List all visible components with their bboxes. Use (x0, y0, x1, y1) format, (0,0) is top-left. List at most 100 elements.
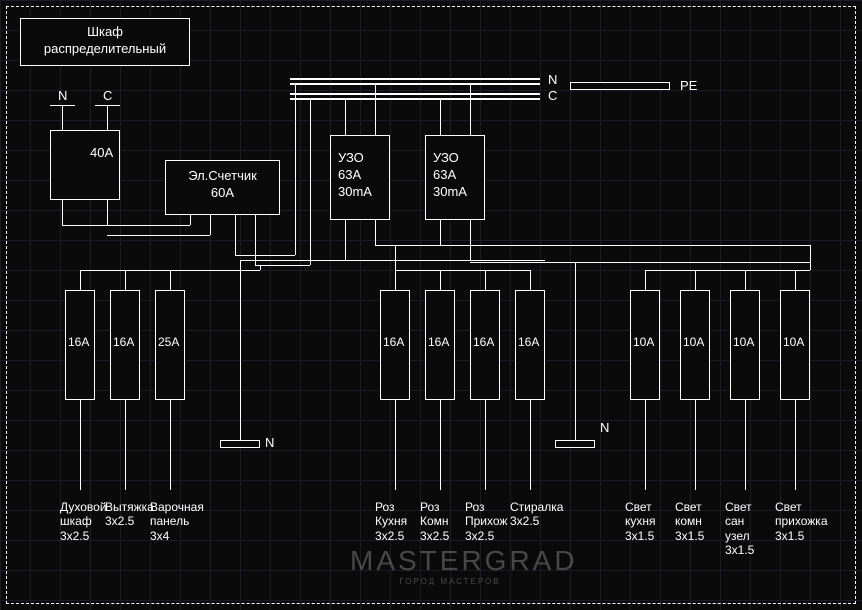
n2-wire (575, 262, 576, 440)
breaker-rating: 16A (473, 335, 494, 351)
rcd2-out-2 (470, 220, 471, 260)
circuit-label: Варочнаяпанель3x4 (150, 500, 204, 543)
pe-label: PE (680, 78, 697, 95)
breaker-feed (795, 270, 796, 290)
wire-meter-bus-2v (295, 85, 296, 255)
breaker-feed (745, 270, 746, 290)
circuit-label: Духовойшкаф3x2.5 (60, 500, 107, 543)
g3-feed-c (440, 245, 810, 246)
rcd1-in-1 (345, 100, 346, 135)
g1-feed-v (260, 265, 261, 270)
breaker-rating: 10A (733, 335, 754, 351)
n-bus-1 (220, 440, 260, 448)
meter-text: Эл.Счетчик 60А (165, 168, 280, 202)
rcd1-out-1 (345, 220, 346, 260)
bus-c-label: C (548, 88, 557, 105)
rcd-1-text: УЗО 63А 30mA (338, 150, 372, 201)
breaker-out (395, 400, 396, 490)
wire-main-meter-1 (62, 225, 190, 226)
g2-feed-n (345, 260, 545, 261)
g3-feed-down (810, 245, 811, 270)
title-text: Шкаф распределительный (20, 24, 190, 58)
rcd1-out-2 (375, 220, 376, 245)
wire-meter-out-1 (235, 215, 236, 255)
n1-wire-h (240, 260, 345, 261)
rcd1-in-2 (375, 85, 376, 135)
bus-n-label: N (548, 72, 557, 89)
breaker-out (440, 400, 441, 490)
breaker-feed (440, 270, 441, 290)
circuit-label: Светкухня3x1.5 (625, 500, 656, 543)
breaker-out (745, 400, 746, 490)
wire-meter-bus-2 (235, 255, 295, 256)
breaker-rating: 16A (383, 335, 404, 351)
circuit-label: РозКомн3x2.5 (420, 500, 449, 543)
circuit-label: РозКухня3x2.5 (375, 500, 407, 543)
g2-bus (395, 270, 530, 271)
breaker-out (645, 400, 646, 490)
breaker-feed (695, 270, 696, 290)
bus-n-top (290, 78, 540, 80)
main-breaker (50, 130, 120, 200)
bus-c-bot (290, 98, 540, 100)
breaker-feed (395, 270, 396, 290)
g3-feed-n (470, 262, 810, 263)
rcd2-in-1 (440, 100, 441, 135)
breaker-feed (125, 270, 126, 290)
watermark: MASTERGRAD ГОРОД МАСТЕРОВ (350, 545, 550, 586)
breaker-rating: 25A (158, 335, 179, 351)
breaker-out (170, 400, 171, 490)
breaker-out (80, 400, 81, 490)
breaker-rating: 16A (68, 335, 89, 351)
n-bus-2 (555, 440, 595, 448)
rcd2-out-1 (440, 220, 441, 245)
wire-meter-bus-1 (255, 265, 310, 266)
rcd2-in-2 (470, 85, 471, 135)
breaker-rating: 16A (518, 335, 539, 351)
breaker-rating: 10A (683, 335, 704, 351)
breaker-out (795, 400, 796, 490)
main-out-1 (62, 200, 63, 225)
breaker-rating: 16A (113, 335, 134, 351)
wire-meter-bus-1v (310, 100, 311, 265)
bus-n-bot (290, 83, 540, 85)
breaker-out (125, 400, 126, 490)
breaker-rating: 10A (633, 335, 654, 351)
rcd-2-text: УЗО 63А 30mA (433, 150, 467, 201)
circuit-label: Светкомн3x1.5 (675, 500, 704, 543)
breaker-out (485, 400, 486, 490)
breaker-feed (80, 270, 81, 290)
g3-bus (645, 270, 795, 271)
c-input-wire (107, 105, 108, 130)
pe-bus (570, 82, 670, 90)
wire-meter-in-2 (210, 215, 211, 235)
n-input-wire (62, 105, 63, 130)
circuit-label: Вытяжка3x2.5 (105, 500, 154, 529)
n2-wire-h (545, 262, 575, 263)
breaker-rating: 10A (783, 335, 804, 351)
breaker-out (695, 400, 696, 490)
wire-meter-in-1 (190, 215, 191, 225)
circuit-label: Светсанузел3x1.5 (725, 500, 754, 558)
breaker-feed (485, 270, 486, 290)
wire-main-meter-2 (107, 235, 210, 236)
breaker-feed (645, 270, 646, 290)
n-input-label: N (58, 88, 67, 105)
wire-meter-out-2 (255, 215, 256, 265)
main-breaker-rating: 40A (90, 145, 113, 162)
circuit-label: Светприхожка3x1.5 (775, 500, 828, 543)
g1-bus (80, 270, 170, 271)
n-bus-1-label: N (265, 435, 274, 452)
n-bus-2-label: N (600, 420, 609, 437)
circuit-label: Стиралка3x2.5 (510, 500, 563, 529)
breaker-feed (530, 270, 531, 290)
main-out-2 (107, 200, 108, 225)
circuit-label: РозПрихож3x2.5 (465, 500, 507, 543)
g2-link (395, 245, 396, 270)
c-input-label: C (103, 88, 112, 105)
breaker-out (530, 400, 531, 490)
breaker-feed (170, 270, 171, 290)
breaker-rating: 16A (428, 335, 449, 351)
bus-c-top (290, 93, 540, 95)
n1-wire (240, 260, 241, 440)
